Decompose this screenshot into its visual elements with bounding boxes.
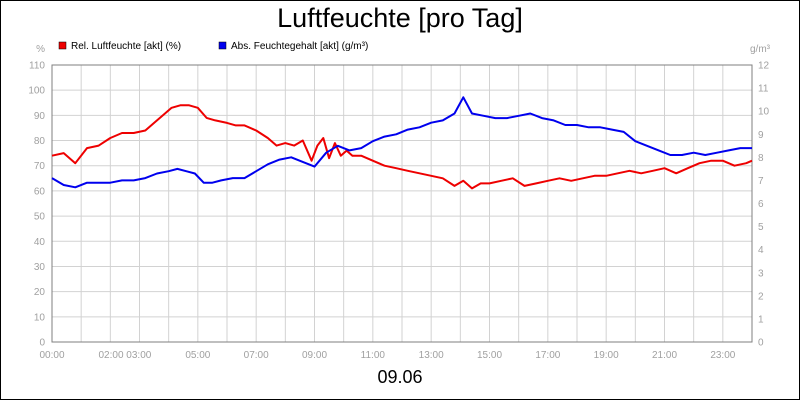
- right-tick-label: 8: [758, 153, 764, 164]
- left-tick-label: 50: [34, 212, 46, 223]
- x-tick-label: 19:00: [594, 350, 619, 361]
- left-unit-label: %: [36, 44, 45, 55]
- right-tick-label: 5: [758, 222, 764, 233]
- right-tick-label: 9: [758, 130, 764, 141]
- right-tick-label: 6: [758, 199, 764, 210]
- left-tick-label: 30: [34, 262, 46, 273]
- left-tick-label: 100: [28, 86, 45, 97]
- left-tick-label: 80: [34, 136, 46, 147]
- x-tick-label: 05:00: [185, 350, 210, 361]
- x-tick-label: 23:00: [710, 350, 735, 361]
- x-tick-label: 21:00: [652, 350, 677, 361]
- legend: Rel. Luftfeuchte [akt] (%) Abs. Feuchtege…: [58, 41, 368, 52]
- x-tick-label: 15:00: [477, 350, 502, 361]
- left-tick-label: 90: [34, 111, 46, 122]
- right-tick-label: 11: [758, 84, 769, 95]
- left-tick-label: 110: [29, 61, 45, 72]
- series-line-1: [51, 104, 753, 190]
- right-tick-label: 7: [758, 176, 764, 187]
- series-lines: [51, 96, 753, 190]
- left-tick-label: 10: [34, 312, 46, 323]
- plot-border: [51, 64, 753, 343]
- x-tick-label: 17:00: [535, 350, 560, 361]
- x-tick-label: 07:00: [244, 350, 269, 361]
- right-tick-label: 12: [758, 61, 770, 72]
- chart-title: Luftfeuchte [pro Tag]: [277, 3, 523, 33]
- right-unit-label: g/m³: [750, 44, 771, 55]
- right-tick-label: 1: [758, 314, 764, 325]
- x-tick-label: 11:00: [361, 350, 386, 361]
- axes: 0102030405060708090100110012345678910111…: [28, 44, 770, 361]
- x-tick-label: 00:00: [39, 350, 64, 361]
- right-tick-label: 2: [758, 291, 764, 302]
- grid: [52, 64, 752, 343]
- left-tick-label: 70: [34, 161, 46, 172]
- legend-swatch-2: [218, 41, 227, 50]
- left-tick-label: 40: [34, 237, 46, 248]
- series-line-2: [51, 96, 752, 189]
- date-label: 09.06: [377, 367, 423, 387]
- right-tick-label: 4: [758, 245, 764, 256]
- x-tick-label: 13:00: [419, 350, 444, 361]
- legend-label-1: Rel. Luftfeuchte [akt] (%): [71, 41, 181, 52]
- right-tick-label: 10: [758, 107, 770, 118]
- x-tick-label: 02:00 03:00: [99, 350, 152, 361]
- legend-swatch-1: [58, 41, 67, 50]
- legend-label-2: Abs. Feuchtegehalt [akt] (g/m³): [231, 41, 368, 52]
- left-tick-label: 0: [39, 338, 45, 349]
- x-tick-label: 09:00: [302, 350, 327, 361]
- right-tick-label: 3: [758, 268, 764, 279]
- left-tick-label: 60: [34, 186, 46, 197]
- right-tick-label: 0: [758, 338, 764, 349]
- left-tick-label: 20: [34, 287, 46, 298]
